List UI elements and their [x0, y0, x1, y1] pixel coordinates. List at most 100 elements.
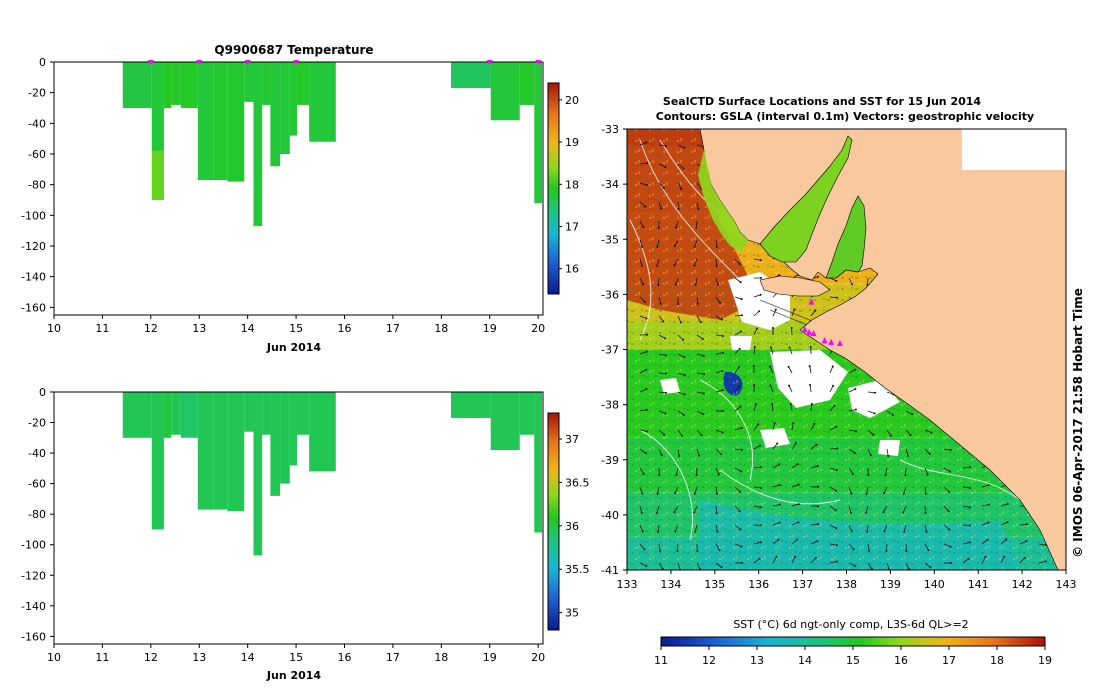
vector-216 — [810, 310, 816, 317]
vector-475 — [924, 524, 927, 532]
vector-506 — [639, 562, 647, 567]
temperature-xtick-label-0: 10 — [47, 322, 61, 335]
salinity-xtick-label-5: 15 — [289, 651, 303, 664]
vector-head-345 — [645, 430, 648, 433]
salinity-xtick-label-4: 14 — [241, 651, 255, 664]
salinity-ytick-label-8: -160 — [21, 630, 46, 643]
seal-ctd-station-4 — [821, 337, 828, 344]
vector-head-496 — [885, 549, 888, 552]
salinity-colorbar — [547, 412, 560, 631]
station-time-marker-5 — [535, 60, 542, 65]
vector-head-393 — [675, 473, 678, 476]
vector-head-417 — [693, 492, 696, 495]
temperature-profile-17 — [490, 62, 520, 121]
temperature-profile-18 — [519, 62, 535, 105]
vector-head-369 — [660, 454, 663, 457]
vector-head-422 — [797, 483, 800, 486]
vector-head-372 — [719, 452, 722, 455]
vector-508 — [677, 562, 681, 570]
vector-212 — [734, 314, 743, 317]
vector-head-309 — [832, 384, 835, 387]
vector-119 — [715, 239, 718, 247]
vector-421 — [772, 484, 780, 488]
temperature-profile-16 — [451, 62, 491, 89]
temperature-profile-5 — [197, 62, 214, 181]
eyre-peninsula-coast — [698, 150, 748, 252]
vector-head-437 — [640, 511, 643, 514]
vector-359 — [905, 429, 911, 436]
vector-head-330 — [789, 403, 792, 406]
salinity-profile-6 — [213, 392, 228, 510]
temperature-profile-6 — [213, 62, 228, 181]
temperature-profile-9 — [253, 62, 263, 227]
vector-520 — [905, 562, 910, 570]
vector-head-140 — [673, 264, 676, 267]
vector-432 — [981, 484, 989, 488]
vector-420 — [753, 486, 761, 489]
vector-head-118 — [693, 245, 696, 248]
station-time-marker-1 — [196, 60, 203, 65]
vector-head-384 — [949, 449, 952, 452]
vector-head-255 — [683, 355, 686, 358]
vector-350 — [734, 427, 742, 431]
vector-118 — [694, 239, 698, 247]
map-xtick-label-8: 141 — [968, 578, 989, 591]
sst-colorbar — [660, 636, 1046, 647]
vector-417 — [694, 486, 698, 494]
salinity-ytick-label-0: 0 — [39, 386, 46, 399]
vector-head-497 — [905, 549, 908, 552]
vector-171 — [829, 277, 837, 282]
vector-head-383 — [928, 453, 931, 456]
vector-527 — [1038, 560, 1046, 564]
vector-211 — [715, 315, 723, 320]
vector-283 — [769, 366, 774, 374]
vector-head-256 — [702, 355, 705, 358]
vector-head-333 — [854, 408, 857, 411]
vector-473 — [883, 524, 888, 532]
vector-374 — [753, 445, 761, 450]
temperature-profile-10 — [262, 62, 271, 105]
vector-301 — [677, 391, 685, 395]
temperature-cbar-label-3: 19 — [565, 136, 579, 149]
vector-head-526 — [1023, 556, 1026, 559]
vector-head-416 — [673, 492, 676, 495]
vector-head-235 — [740, 330, 743, 333]
vector-head-46 — [645, 183, 648, 186]
vector-384 — [943, 448, 951, 451]
vector-479 — [1000, 521, 1008, 526]
temperature-profile-12 — [280, 62, 290, 154]
vector-502 — [1000, 539, 1007, 545]
vector-354 — [810, 423, 815, 431]
vector-head-238 — [790, 327, 793, 330]
vector-head-494 — [852, 548, 855, 551]
vector-head-211 — [720, 318, 723, 321]
vector-380 — [867, 448, 872, 456]
vector-309 — [829, 385, 834, 393]
vector-head-498 — [927, 549, 930, 552]
vector-head-352 — [773, 422, 776, 425]
map-ytick-label-2: -35 — [601, 233, 619, 246]
vector-431 — [962, 486, 970, 489]
temperature-colorbar — [547, 82, 560, 295]
vector-194 — [829, 296, 838, 299]
salinity-cbar-label-3: 36.5 — [565, 476, 590, 489]
vector-393 — [676, 467, 679, 475]
salinity-profiles — [122, 392, 543, 556]
station-time-marker-3 — [293, 60, 300, 65]
vector-279 — [696, 372, 704, 375]
vector-399 — [791, 463, 799, 469]
vector-head-467 — [778, 521, 781, 524]
temperature-ytick-label-2: -40 — [28, 117, 46, 130]
vector-425 — [848, 486, 852, 494]
vector-head-236 — [755, 327, 758, 330]
vector-307 — [788, 385, 793, 393]
vector-415 — [657, 486, 660, 494]
vector-head-373 — [740, 448, 743, 451]
vector-head-232 — [682, 338, 685, 341]
vector-461 — [657, 524, 660, 532]
vector-head-452 — [924, 511, 927, 514]
vector-head-456 — [1006, 503, 1009, 506]
vector-499 — [943, 543, 951, 548]
vector-head-391 — [642, 472, 645, 475]
vector-head-348 — [700, 434, 703, 437]
